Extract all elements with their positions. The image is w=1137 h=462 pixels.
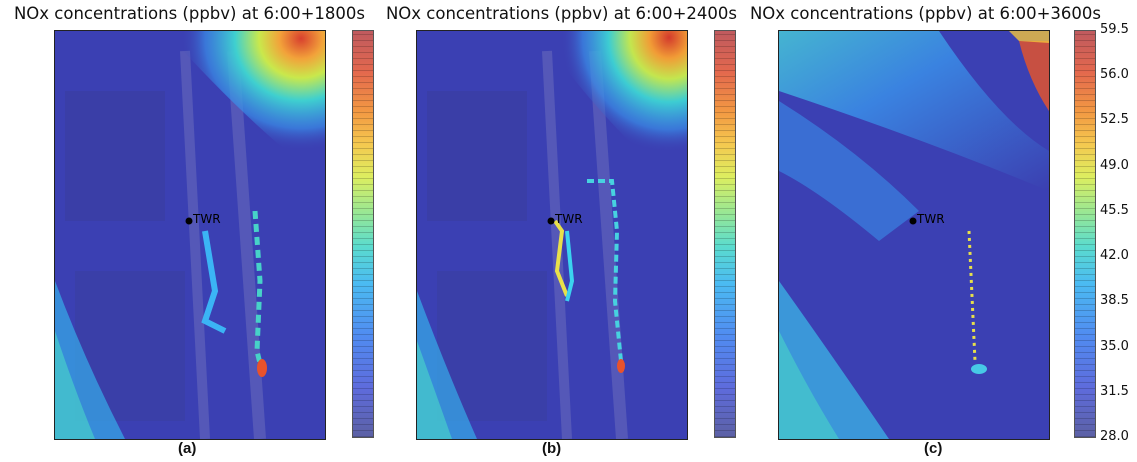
colorbar (714, 30, 736, 438)
chart-title: NOx concentrations (ppbv) at 6:00+3600s (749, 4, 1102, 23)
twr-label: TWR (554, 212, 583, 226)
heatmap-plot: TWR (417, 31, 687, 439)
emission-hotspot (617, 359, 625, 373)
runway (542, 50, 572, 439)
panel-label: (b) (542, 440, 562, 457)
emission-trail (565, 230, 575, 302)
twr-marker (547, 217, 555, 225)
colorbar-tick-label: 59.5 (1100, 22, 1129, 37)
panel-label: (c) (924, 440, 943, 457)
colorbar-tick-label: 56.0 (1100, 67, 1129, 83)
concentration-map: TWR (416, 30, 688, 440)
terrain-block (65, 91, 165, 221)
plume-lower-left-core (417, 341, 452, 439)
emission-hotspot (971, 364, 987, 374)
emission-hotspot (257, 359, 267, 377)
colorbar-tick-label: 31.5 (1100, 383, 1129, 399)
colorbar-tick-label: 52.5 (1100, 112, 1129, 128)
plume-lower-left-core (55, 331, 95, 439)
panel-c: NOx concentrations (ppbv) at 6:00+3600s … (736, 0, 1129, 462)
emission-trail (967, 230, 977, 362)
panel-a: NOx concentrations (ppbv) at 6:00+1800s (0, 0, 379, 462)
plume-upper-right (165, 31, 325, 181)
plume-band (779, 101, 919, 241)
colorbar-tick-label: 38.5 (1100, 293, 1129, 309)
runway (589, 50, 628, 439)
colorbar (352, 30, 374, 438)
chart-title: NOx concentrations (ppbv) at 6:00+1800s (13, 4, 366, 23)
emission-trail (201, 230, 227, 334)
emission-trail (252, 210, 266, 377)
plume-hotspot (1019, 41, 1049, 111)
runway (227, 50, 266, 439)
plume-hotspot-edge (1009, 31, 1049, 43)
twr-label: TWR (192, 212, 221, 226)
twr-marker (909, 217, 917, 225)
chart-title: NOx concentrations (ppbv) at 6:00+2400s (385, 4, 738, 23)
panel-label: (a) (178, 440, 197, 457)
emission-trail (587, 179, 624, 372)
colorbar-tick-label: 35.0 (1100, 338, 1129, 354)
heatmap-plot: TWR (55, 31, 325, 439)
twr-marker (185, 217, 193, 225)
concentration-map: TWR (54, 30, 326, 440)
colorbar (1074, 30, 1096, 438)
terrain-block (427, 91, 527, 221)
colorbar-tick-label: 42.0 (1100, 248, 1129, 264)
emission-trail (553, 219, 569, 297)
plume-band (779, 31, 1049, 191)
panel-b: NOx concentrations (ppbv) at 6:00+2400s (372, 0, 751, 462)
heatmap-plot: TWR (779, 31, 1049, 439)
plume-upper-right (537, 31, 687, 191)
concentration-map: TWR (778, 30, 1050, 440)
colorbar-tick-label: 28.0 (1100, 429, 1129, 444)
plume-band (779, 331, 839, 439)
runway (180, 50, 210, 439)
colorbar-tick-label: 45.5 (1100, 202, 1129, 218)
colorbar-tick-label: 49.0 (1100, 157, 1129, 173)
twr-label: TWR (916, 212, 945, 226)
